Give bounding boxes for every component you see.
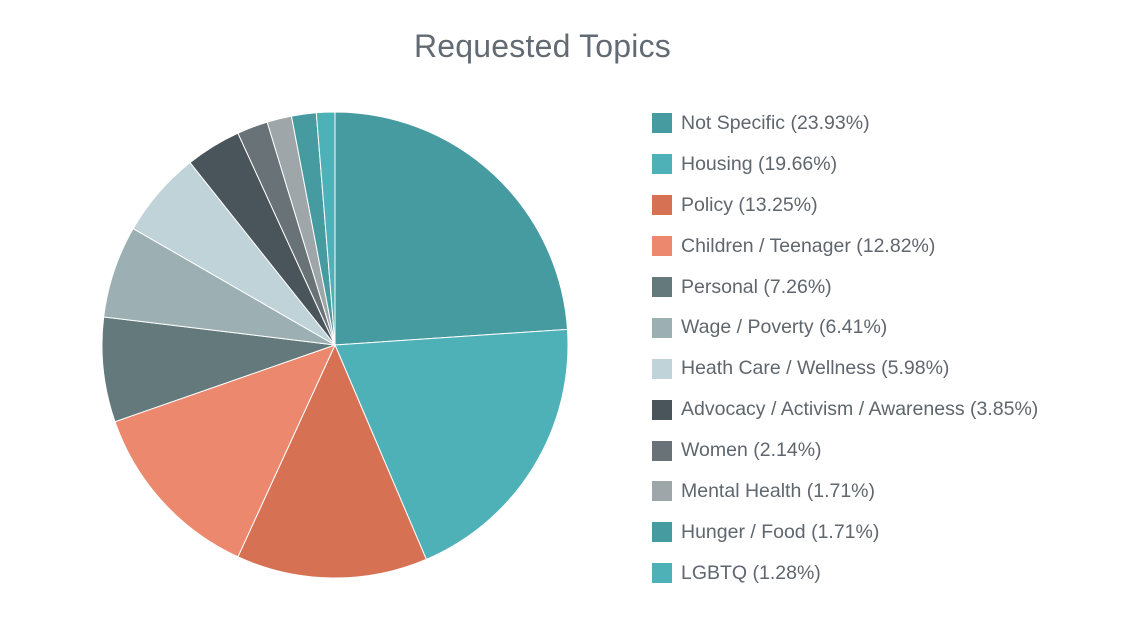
legend-item[interactable]: Hunger / Food (1.71%) (652, 512, 1038, 553)
legend-item[interactable]: Policy (13.25%) (652, 185, 1038, 226)
legend-label: Not Specific (23.93%) (681, 111, 870, 134)
legend-item[interactable]: Children / Teenager (12.82%) (652, 226, 1038, 267)
legend-item[interactable]: Mental Health (1.71%) (652, 471, 1038, 512)
legend-item[interactable]: Not Specific (23.93%) (652, 103, 1038, 144)
legend-swatch (652, 195, 672, 216)
legend-label: Housing (19.66%) (681, 152, 838, 175)
pie-slice-personal[interactable] (101, 316, 336, 423)
pie-slice-not-specific[interactable] (334, 111, 569, 346)
legend-swatch (652, 317, 672, 338)
legend-item[interactable]: Housing (19.66%) (652, 144, 1038, 185)
legend-item[interactable]: Personal (7.26%) (652, 267, 1038, 308)
legend-swatch (652, 440, 672, 461)
legend-label: Children / Teenager (12.82%) (681, 234, 936, 257)
legend-swatch (652, 481, 672, 502)
legend-swatch (652, 358, 672, 379)
legend-swatch (652, 277, 672, 297)
chart-title: Requested Topics (414, 28, 671, 64)
legend-swatch (652, 563, 672, 584)
legend-label: Women (2.14%) (681, 439, 822, 462)
legend-label: Personal (7.26%) (681, 275, 832, 298)
legend-swatch (652, 236, 672, 257)
legend-item[interactable]: LGBTQ (1.28%) (652, 553, 1038, 594)
pie-chart (101, 111, 569, 579)
pie-slice-lgbtq[interactable] (315, 111, 336, 346)
pie-slice-children-teenager[interactable] (114, 344, 336, 558)
legend-item[interactable]: Women (2.14%) (652, 430, 1038, 471)
pie-slice-housing[interactable] (334, 328, 569, 561)
legend-label: Advocacy / Activism / Awareness (3.85%) (681, 398, 1039, 421)
chart-legend: Not Specific (23.93%) Housing (19.66%) Pol… (652, 103, 1038, 594)
legend-item[interactable]: Wage / Poverty (6.41%) (652, 307, 1038, 348)
legend-label: LGBTQ (1.28%) (681, 561, 821, 584)
pie-slice-policy[interactable] (237, 343, 427, 579)
legend-swatch (652, 154, 672, 175)
legend-item[interactable]: Heath Care / Wellness (5.98%) (652, 348, 1038, 389)
legend-swatch (652, 399, 672, 420)
legend-label: Policy (13.25%) (681, 193, 818, 216)
legend-label: Mental Health (1.71%) (681, 479, 876, 502)
legend-label: Heath Care / Wellness (5.98%) (681, 357, 950, 380)
legend-label: Hunger / Food (1.71%) (681, 520, 880, 543)
legend-swatch (652, 522, 672, 543)
legend-item[interactable]: Advocacy / Activism / Awareness (3.85%) (652, 389, 1038, 430)
legend-label: Wage / Poverty (6.41%) (681, 316, 888, 339)
legend-swatch (652, 113, 672, 134)
